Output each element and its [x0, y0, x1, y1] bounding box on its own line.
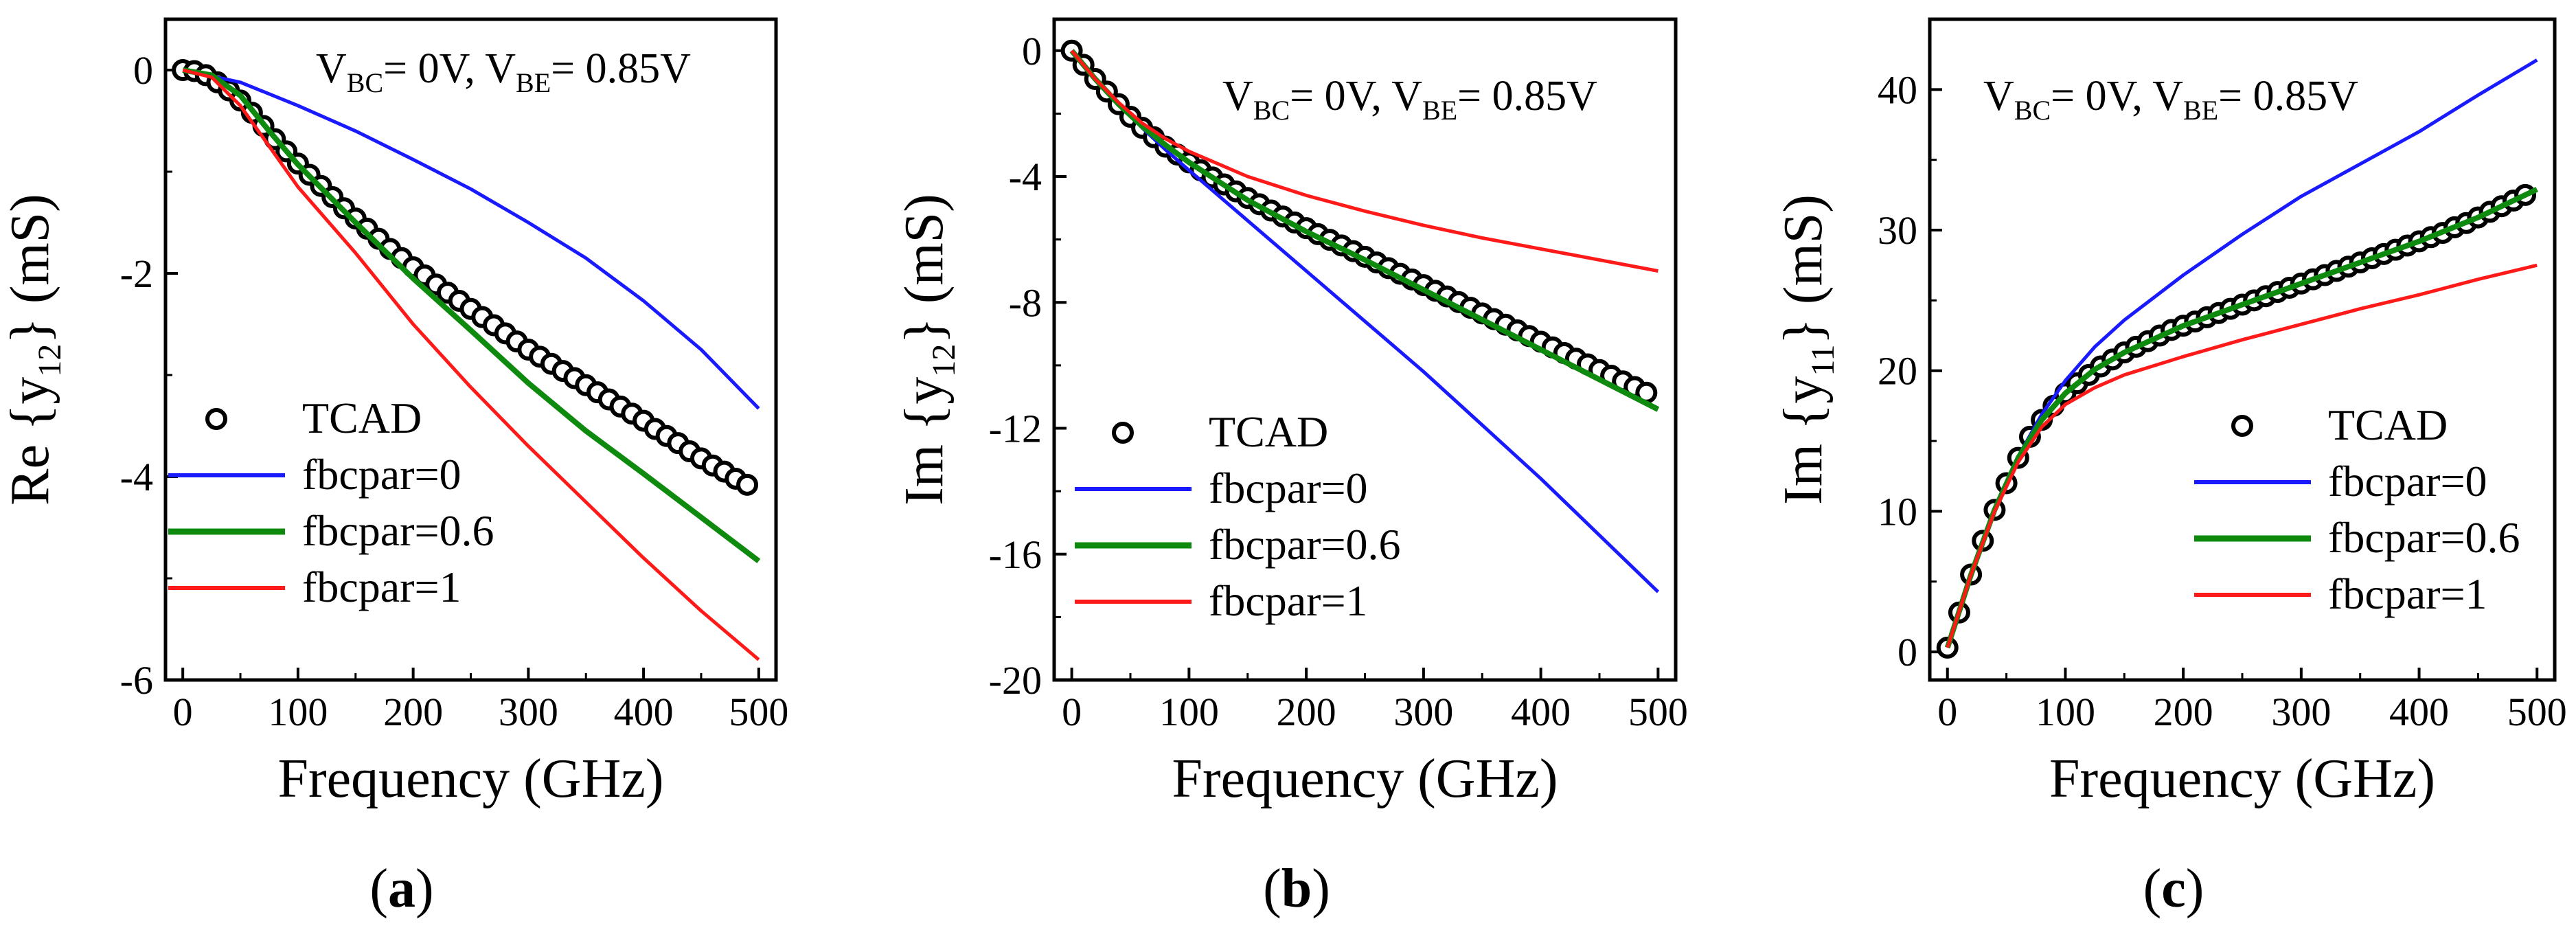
- y-tick-label: -8: [1009, 280, 1042, 325]
- plot-frame: [1052, 17, 1678, 682]
- y-axis-title: Im {y12} (mS): [894, 194, 962, 506]
- chart-panel-c: 0 100 200 300 400 500 0 10 20 30 40 VBC= 0V, VBE= 0…: [1773, 17, 2567, 919]
- y-tick-label: -4: [120, 455, 153, 499]
- series-line-fbcpar-0: [182, 68, 760, 410]
- panel-label: (c): [2143, 859, 2204, 919]
- plot-area: [172, 59, 761, 661]
- legend-marker-tcad: [1112, 422, 1134, 444]
- y-tick-label: -12: [989, 407, 1042, 451]
- x-tick-label: 400: [614, 690, 674, 734]
- y-tick-label: 30: [1878, 208, 1917, 253]
- y-tick-label: -16: [989, 532, 1042, 577]
- x-axis-title: Frequency (GHz): [278, 749, 664, 809]
- x-tick-label: 100: [1159, 690, 1219, 734]
- x-tick-label: 0: [173, 690, 193, 734]
- legend-label: fbcpar=1: [2328, 569, 2487, 618]
- y-tick-label: 40: [1878, 67, 1917, 112]
- plot-frame: [163, 17, 778, 682]
- x-tick-label: 500: [729, 690, 788, 734]
- y-tick-label: 10: [1878, 489, 1917, 534]
- plot-area: [1936, 58, 2538, 659]
- plot-frame: [1928, 17, 2557, 682]
- chart-panel-b: 0 100 200 300 400 500 0 -4 -8 -12 -16 -20 VBC= 0V, V…: [894, 17, 1688, 919]
- chart-panel-a: 0 100 200 300 400 500 0 -2 -4 -6 VBC= 0V, VBE= 0.8…: [0, 17, 788, 919]
- y-tick-label: -20: [989, 658, 1042, 703]
- legend-label: fbcpar=1: [302, 563, 461, 611]
- legend-marker-tcad: [2231, 415, 2253, 437]
- legend-label: TCAD: [2328, 400, 2448, 449]
- legend-label: fbcpar=1: [1209, 576, 1368, 625]
- legend: TCAD fbcpar=0 fbcpar=0.6 fbcpar=1: [168, 394, 494, 611]
- x-tick-label: 300: [2271, 690, 2331, 734]
- panel-label: (b): [1263, 859, 1330, 919]
- y-tick-label: 0: [133, 48, 153, 93]
- tcad-point: [736, 473, 759, 496]
- x-tick-label: 300: [1393, 690, 1453, 734]
- legend-label: fbcpar=0: [2328, 457, 2487, 506]
- legend-label: TCAD: [1209, 407, 1328, 456]
- legend-label: fbcpar=0.6: [302, 506, 494, 555]
- y-tick-label: -4: [1009, 155, 1042, 199]
- x-tick-label: 400: [2389, 690, 2449, 734]
- x-tick-label: 500: [1628, 690, 1688, 734]
- x-axis-title: Frequency (GHz): [1172, 749, 1558, 809]
- series-line-fbcpar-1: [1946, 263, 2538, 648]
- series-line-fbcpar-1: [182, 68, 760, 661]
- x-tick-label: 0: [1062, 690, 1082, 734]
- tcad-point: [1936, 636, 1959, 659]
- x-axis-title: Frequency (GHz): [2049, 749, 2435, 809]
- plot-area: [1060, 39, 1660, 593]
- legend-label: fbcpar=0: [302, 450, 461, 499]
- y-axis-title: Im {y11} (mS): [1773, 194, 1841, 505]
- y-tick-label: 0: [1022, 29, 1042, 73]
- legend-label: fbcpar=0: [1209, 464, 1368, 512]
- x-tick-label: 500: [2507, 690, 2567, 734]
- x-tick-label: 300: [499, 690, 558, 734]
- bias-annotation: VBC= 0V, VBE= 0.85V: [316, 45, 691, 98]
- panel-label: (a): [369, 859, 433, 919]
- x-tick-label: 100: [268, 690, 328, 734]
- legend-label: TCAD: [302, 394, 422, 442]
- legend-label: fbcpar=0.6: [1209, 520, 1401, 569]
- legend: TCAD fbcpar=0 fbcpar=0.6 fbcpar=1: [1075, 407, 1401, 625]
- y-tick-label: -2: [120, 251, 153, 296]
- x-tick-label: 400: [1511, 690, 1571, 734]
- x-tick-label: 100: [2036, 690, 2095, 734]
- x-tick-label: 0: [1937, 690, 1957, 734]
- x-tick-label: 200: [383, 690, 443, 734]
- bias-annotation: VBC= 0V, VBE= 0.85V: [1222, 73, 1597, 126]
- y-tick-label: 20: [1878, 349, 1917, 394]
- y-tick-label: -6: [120, 658, 153, 703]
- legend: TCAD fbcpar=0 fbcpar=0.6 fbcpar=1: [2194, 400, 2520, 618]
- y-axis-title: Re {y12} (mS): [0, 194, 68, 506]
- series-line-fbcpar-06: [182, 67, 761, 563]
- legend-marker-tcad: [205, 408, 227, 430]
- legend-label: fbcpar=0.6: [2328, 513, 2520, 562]
- bias-annotation: VBC= 0V, VBE= 0.85V: [1983, 73, 2358, 126]
- y-tick-label: 0: [1897, 630, 1917, 674]
- x-tick-label: 200: [2154, 690, 2213, 734]
- series-line-fbcpar-1: [1070, 49, 1659, 273]
- x-tick-label: 200: [1277, 690, 1336, 734]
